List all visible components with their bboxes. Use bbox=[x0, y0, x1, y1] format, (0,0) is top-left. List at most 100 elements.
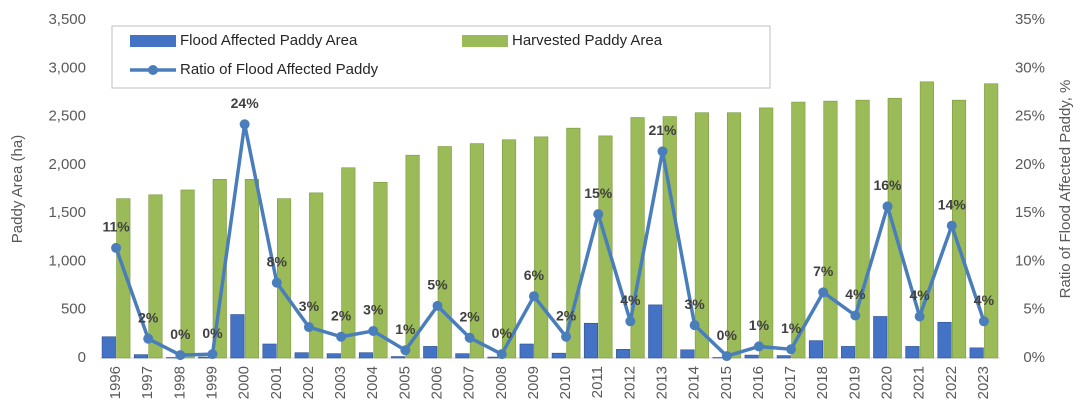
bar bbox=[212, 179, 227, 359]
y2-tick-label: 5% bbox=[1023, 301, 1045, 318]
x-tick-label: 2016 bbox=[750, 366, 767, 399]
point bbox=[914, 311, 925, 322]
x-tick-label: 2000 bbox=[236, 366, 253, 399]
y2-tick-label: 10% bbox=[1015, 252, 1045, 269]
bar bbox=[616, 349, 631, 359]
data-label: 15% bbox=[584, 185, 613, 201]
x-tick-label: 2006 bbox=[428, 366, 445, 399]
bar bbox=[583, 322, 599, 359]
x-tick-label: 2020 bbox=[878, 366, 895, 399]
data-label: 16% bbox=[873, 177, 902, 193]
point bbox=[464, 332, 475, 343]
bar bbox=[437, 146, 452, 359]
y2-axis-label: Ratio of Flood Affected Paddy, % bbox=[1057, 80, 1074, 299]
x-tick-label: 2022 bbox=[943, 366, 960, 399]
bar bbox=[230, 314, 245, 359]
bar bbox=[534, 136, 549, 359]
data-label: 1% bbox=[395, 321, 416, 337]
x-tick-label: 1997 bbox=[139, 366, 156, 399]
point bbox=[850, 310, 861, 321]
data-label: 1% bbox=[781, 320, 802, 336]
bar bbox=[358, 352, 374, 359]
bar bbox=[937, 321, 952, 359]
x-tick-label: 2002 bbox=[300, 366, 317, 399]
data-label: 1% bbox=[749, 317, 770, 333]
data-label: 21% bbox=[648, 122, 677, 138]
legend-label: Ratio of Flood Affected Paddy bbox=[180, 61, 379, 78]
bar bbox=[823, 100, 838, 359]
bar bbox=[276, 198, 292, 359]
bar bbox=[326, 353, 341, 359]
x-tick-label: 2005 bbox=[396, 366, 413, 399]
x-tick-label: 2023 bbox=[975, 366, 992, 399]
bar bbox=[551, 352, 566, 359]
bar bbox=[694, 112, 709, 359]
point bbox=[271, 277, 282, 288]
y2-tick-label: 35% bbox=[1015, 11, 1045, 28]
bar bbox=[341, 167, 356, 359]
point bbox=[336, 331, 347, 342]
x-tick-label: 2007 bbox=[461, 366, 478, 399]
point bbox=[239, 119, 250, 130]
point bbox=[721, 351, 732, 362]
y2-tick-label: 15% bbox=[1015, 204, 1045, 221]
point bbox=[882, 201, 893, 212]
point bbox=[818, 287, 829, 298]
point bbox=[528, 291, 539, 302]
bar bbox=[598, 135, 613, 359]
x-tick-label: 2019 bbox=[846, 366, 863, 399]
y2-tick-label: 30% bbox=[1015, 59, 1045, 76]
data-label: 3% bbox=[685, 296, 706, 312]
point bbox=[303, 322, 314, 333]
point bbox=[432, 300, 443, 311]
bar bbox=[244, 179, 259, 359]
data-label: 4% bbox=[845, 286, 866, 302]
bar bbox=[469, 143, 484, 359]
bar bbox=[101, 336, 116, 359]
bar bbox=[519, 343, 534, 359]
data-label: 6% bbox=[524, 267, 545, 283]
bar bbox=[984, 83, 999, 359]
x-tick-label: 1998 bbox=[171, 366, 188, 399]
bar bbox=[969, 347, 984, 359]
bar bbox=[116, 198, 131, 359]
point bbox=[946, 220, 957, 231]
x-tick-label: 2008 bbox=[493, 366, 510, 399]
bar bbox=[373, 181, 388, 359]
data-label: 11% bbox=[102, 219, 130, 235]
data-label: 0% bbox=[492, 325, 513, 341]
data-label: 7% bbox=[813, 263, 834, 279]
data-label: 0% bbox=[202, 325, 223, 341]
legend-swatch bbox=[130, 35, 176, 47]
point bbox=[143, 333, 154, 344]
point bbox=[689, 320, 700, 331]
x-tick-label: 2018 bbox=[814, 366, 831, 399]
bar bbox=[726, 112, 742, 359]
data-label: 0% bbox=[717, 327, 738, 343]
data-label: 4% bbox=[620, 292, 641, 308]
bar bbox=[501, 139, 517, 359]
data-label: 3% bbox=[363, 302, 384, 318]
bar bbox=[294, 352, 309, 359]
x-tick-label: 2013 bbox=[653, 366, 670, 399]
bar bbox=[391, 356, 406, 359]
data-label: 8% bbox=[267, 253, 288, 269]
point bbox=[207, 349, 218, 360]
x-tick-label: 2021 bbox=[911, 366, 928, 399]
bar bbox=[262, 343, 277, 359]
point bbox=[368, 325, 379, 336]
legend: Flood Affected Paddy Area Harvested Paddy… bbox=[111, 25, 771, 89]
x-tick-label: 2012 bbox=[621, 366, 638, 399]
bar bbox=[873, 316, 888, 359]
y-tick-label: 1,000 bbox=[48, 252, 86, 269]
bar bbox=[791, 101, 806, 359]
x-tick-label: 2015 bbox=[718, 366, 735, 399]
point bbox=[561, 331, 572, 342]
point bbox=[496, 349, 507, 360]
bar bbox=[133, 354, 149, 359]
y-tick-label: 1,500 bbox=[48, 204, 86, 221]
bar bbox=[759, 107, 774, 359]
data-label: 0% bbox=[170, 326, 191, 342]
y-axis-label: Paddy Area (ha) bbox=[9, 135, 26, 243]
